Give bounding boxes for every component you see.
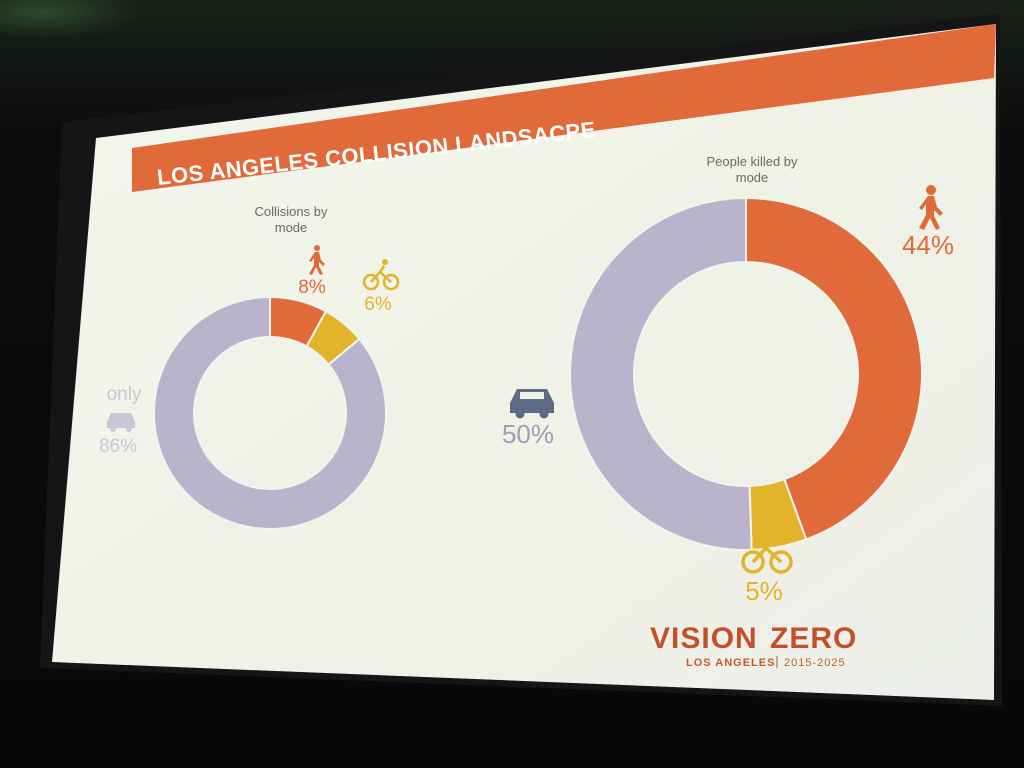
logo-city-text: LOS ANGELES (686, 657, 775, 669)
donut-left-slice-2 (153, 295, 387, 530)
vision-zero-logo: VISION ZERO LOS ANGELES 2015-2025 (650, 622, 857, 669)
car-icon (510, 389, 554, 419)
killed-chart-title-line2: mode (736, 170, 769, 185)
collisions-bicycle-pct: 6% (364, 294, 392, 315)
ceiling-light (0, 0, 140, 40)
logo-years-text: 2015-2025 (784, 657, 846, 669)
collisions-chart-title-line1: Collisions by (255, 204, 328, 219)
pedestrian-icon (309, 245, 325, 275)
killed-bicycle-pct: 5% (745, 576, 783, 606)
logo-zero-text: ZERO (770, 622, 857, 655)
collisions-pedestrian-pct: 8% (298, 277, 326, 298)
killed-pedestrian-pct: 44% (902, 230, 954, 260)
killed-car-pct: 50% (502, 419, 554, 449)
collisions-donut (153, 295, 387, 530)
donut-right-slice-2 (569, 196, 753, 551)
killed-donut (569, 196, 923, 551)
bicycle-icon (741, 528, 793, 574)
title-bar (132, 24, 996, 192)
collisions-car-only-label: only (107, 384, 142, 405)
killed-chart: People killed by mode 44% 5% 50% (502, 154, 954, 606)
donut-right-slice-0 (745, 196, 923, 541)
collisions-chart-title-line2: mode (275, 220, 308, 235)
bicycle-icon (362, 259, 400, 291)
collisions-chart: Collisions by mode 8% 6% only 86% (99, 204, 400, 530)
pedestrian-icon (919, 185, 943, 230)
killed-chart-title-line1: People killed by (706, 154, 798, 169)
car-icon (107, 413, 135, 432)
logo-vision-text: VISION (650, 622, 758, 655)
collisions-car-pct: 86% (99, 436, 137, 457)
